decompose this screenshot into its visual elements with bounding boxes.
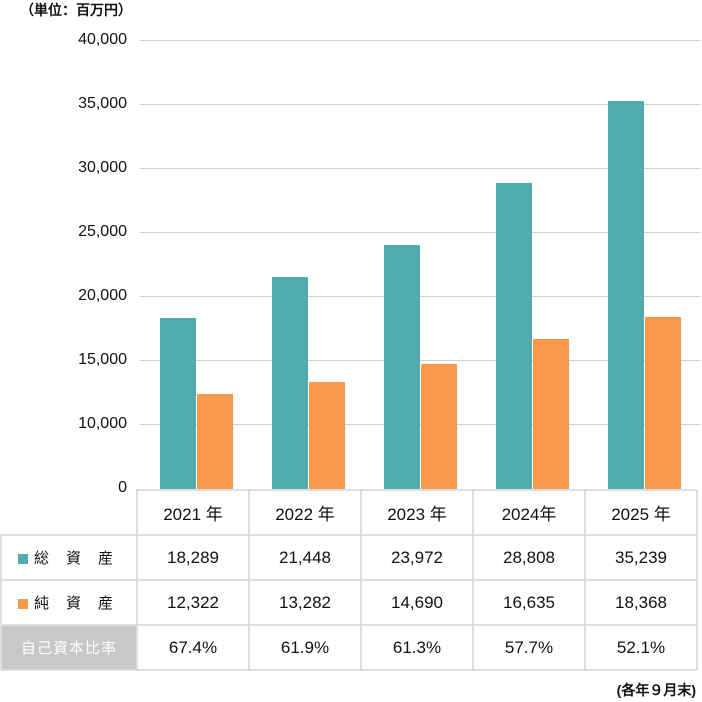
blank-cell <box>1 490 138 536</box>
y-tick-label: 20,000 <box>78 287 127 304</box>
table-row-net-assets: 純 資 産 12,322 13,282 14,690 16,635 18,368 <box>0 579 698 626</box>
year-label: 2024年 <box>472 489 586 536</box>
value-cell: 67.4% <box>136 624 250 671</box>
gridline <box>140 168 700 169</box>
value-cell: 21,448 <box>248 534 362 581</box>
bar-total-assets <box>608 100 644 490</box>
y-tick-label: 40,000 <box>78 31 127 48</box>
bar-net-assets <box>309 381 345 490</box>
bar-total-assets <box>160 317 196 490</box>
value-cell: 52.1% <box>584 624 698 671</box>
footnote: (各年９月末) <box>616 682 696 698</box>
table-row-total-assets: 総 資 産 18,289 21,448 23,972 28,808 35,239 <box>0 534 698 581</box>
value-cell: 61.9% <box>248 624 362 671</box>
value-cell: 13,282 <box>248 579 362 626</box>
bar-net-assets <box>421 363 457 490</box>
value-cell: 28,808 <box>472 534 586 581</box>
year-label: 2025 年 <box>584 489 698 536</box>
y-tick-label: 10,000 <box>78 415 127 432</box>
bar-total-assets <box>272 277 308 490</box>
y-tick-label: 15,000 <box>78 351 127 368</box>
legend-swatch-teal <box>18 554 28 564</box>
year-label: 2023 年 <box>360 489 474 536</box>
year-label: 2021 年 <box>136 489 250 536</box>
gridline <box>140 360 700 361</box>
gridline <box>140 232 700 233</box>
gridline <box>140 104 700 105</box>
value-cell: 61.3% <box>360 624 474 671</box>
bar-total-assets <box>496 183 532 490</box>
bar-net-assets <box>533 339 569 490</box>
value-cell: 12,322 <box>136 579 250 626</box>
equity-ratio-label: 自己資本比率 <box>0 624 138 671</box>
gridline <box>140 424 700 425</box>
value-cell: 16,635 <box>472 579 586 626</box>
value-cell: 23,972 <box>360 534 474 581</box>
value-cell: 18,289 <box>136 534 250 581</box>
gridline <box>140 40 700 41</box>
legend-total-assets: 総 資 産 <box>34 550 115 567</box>
value-cell: 57.7% <box>472 624 586 671</box>
gridline <box>140 296 700 297</box>
value-cell: 18,368 <box>584 579 698 626</box>
data-table: 2021 年 2022 年 2023 年 2024年 2025 年 総 資 産 … <box>0 489 698 671</box>
year-label: 2022 年 <box>248 489 362 536</box>
bar-total-assets <box>384 245 420 490</box>
bar-net-assets <box>197 394 233 490</box>
y-tick-label: 0 <box>118 479 127 496</box>
bar-net-assets <box>645 316 681 490</box>
legend-swatch-orange <box>18 599 28 609</box>
y-tick-label: 25,000 <box>78 223 127 240</box>
header-row: 2021 年 2022 年 2023 年 2024年 2025 年 <box>1 489 698 536</box>
y-tick-label: 30,000 <box>78 159 127 176</box>
legend-net-assets: 純 資 産 <box>34 595 115 612</box>
value-cell: 35,239 <box>584 534 698 581</box>
unit-label: （単位：百万円） <box>20 2 132 18</box>
value-cell: 14,690 <box>360 579 474 626</box>
y-tick-label: 35,000 <box>78 95 127 112</box>
table-row-equity-ratio: 自己資本比率 67.4% 61.9% 61.3% 57.7% 52.1% <box>0 624 698 671</box>
